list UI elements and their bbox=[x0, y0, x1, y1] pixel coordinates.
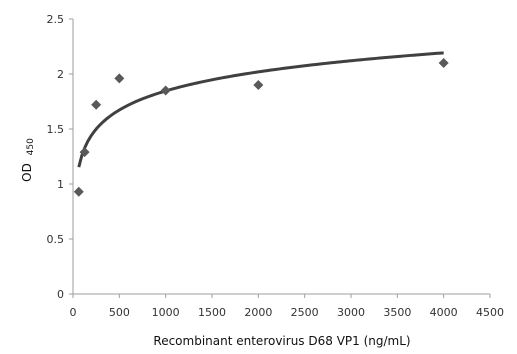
y-tick-label: 2.5 bbox=[47, 13, 65, 26]
y-tick-label: 0 bbox=[57, 288, 64, 301]
x-tick-label: 4500 bbox=[476, 306, 504, 319]
x-tick-label: 1000 bbox=[152, 306, 180, 319]
x-tick-label: 2500 bbox=[291, 306, 319, 319]
data-points bbox=[73, 58, 449, 197]
x-tick-label: 2000 bbox=[244, 306, 272, 319]
y-tick-label: 1.5 bbox=[47, 123, 65, 136]
data-point bbox=[160, 85, 171, 96]
x-tick-label: 3000 bbox=[337, 306, 365, 319]
y-tick-label: 0.5 bbox=[47, 233, 65, 246]
trendline bbox=[77, 51, 444, 168]
trendline-group bbox=[77, 51, 444, 168]
x-axis-label: Recombinant enterovirus D68 VP1 (ng/mL) bbox=[153, 334, 410, 348]
x-tick-label: 500 bbox=[109, 306, 130, 319]
data-point bbox=[438, 58, 449, 68]
data-point bbox=[114, 73, 125, 84]
y-axis-label-subscript: 450 bbox=[26, 138, 36, 155]
y-axis-label: OD 450 bbox=[20, 138, 36, 182]
x-tick-label: 0 bbox=[70, 306, 77, 319]
y-tick-label: 1 bbox=[57, 178, 64, 191]
x-tick-labels: 0 500 1000 1500 2000 2500 3000 3500 4000 4500 bbox=[70, 294, 504, 319]
axes bbox=[72, 19, 490, 295]
data-point bbox=[253, 80, 264, 90]
y-tick-labels: 0 0.5 1 1.5 2 2.5 bbox=[47, 13, 73, 301]
data-point bbox=[73, 186, 84, 197]
y-axis-label-main: OD bbox=[20, 163, 34, 182]
x-tick-label: 4000 bbox=[430, 306, 458, 319]
x-tick-label: 1500 bbox=[198, 306, 226, 319]
x-tick-label: 3500 bbox=[383, 306, 411, 319]
data-point bbox=[91, 99, 102, 110]
y-tick-label: 2 bbox=[57, 68, 64, 81]
data-point bbox=[79, 147, 90, 158]
